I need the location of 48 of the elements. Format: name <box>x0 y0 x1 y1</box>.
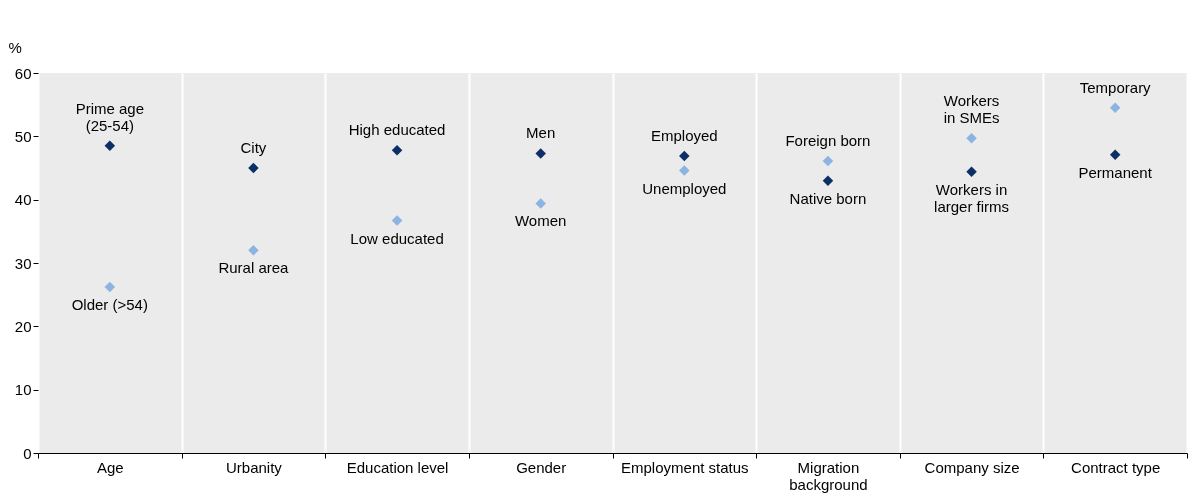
y-tick-label: 10 <box>14 381 32 399</box>
y-tick-label: 0 <box>23 444 32 462</box>
annotation: High educated <box>348 121 446 139</box>
point <box>248 162 259 174</box>
point <box>966 166 977 178</box>
point <box>104 140 116 152</box>
x-tick-label: Urbanity <box>226 458 283 476</box>
annotation: Low educated <box>350 229 444 247</box>
annotation: Women <box>514 212 567 230</box>
y-tick-label: 60 <box>14 64 32 82</box>
y-tick-label: 50 <box>14 127 32 145</box>
point <box>535 148 546 159</box>
annotation: Workers in SMEs <box>943 92 1000 127</box>
point <box>966 132 977 144</box>
annotation: Prime age (25-54) <box>75 99 144 134</box>
point <box>822 175 834 186</box>
x-tick-label: Gender <box>516 458 567 476</box>
annotation: Native born <box>789 189 867 207</box>
x-tick-label: Migration background <box>789 458 868 493</box>
point <box>679 150 690 162</box>
point <box>391 215 403 226</box>
x-tick-label: Contract type <box>1071 458 1161 476</box>
point <box>535 198 546 209</box>
x-tick-label: Education level <box>346 458 449 476</box>
annotation: Foreign born <box>785 132 871 150</box>
y-tick-label: 20 <box>14 317 32 335</box>
annotation: Temporary <box>1079 78 1152 96</box>
annotation: Older (>54) <box>71 296 148 314</box>
point <box>248 245 259 256</box>
x-tick-label: Employment status <box>621 458 749 476</box>
annotation: Unemployed <box>642 179 727 197</box>
annotation: Employed <box>650 126 718 144</box>
annotation: City <box>240 139 267 156</box>
y-tick-label: 40 <box>14 191 32 209</box>
x-tick-label: Age <box>96 458 124 476</box>
annotation: Permanent <box>1078 163 1153 181</box>
point <box>1109 102 1121 114</box>
point <box>822 155 834 167</box>
point <box>391 145 403 156</box>
point <box>679 165 690 176</box>
annotation: Workers in larger firms <box>934 180 1010 215</box>
annotation: Rural area <box>218 259 290 277</box>
point <box>104 281 116 293</box>
x-tick-label: Company size <box>924 458 1020 476</box>
y-axis-title: % <box>8 38 22 56</box>
annotation: Men <box>526 124 556 142</box>
y-tick-label: 30 <box>14 254 32 272</box>
point <box>1109 149 1121 160</box>
